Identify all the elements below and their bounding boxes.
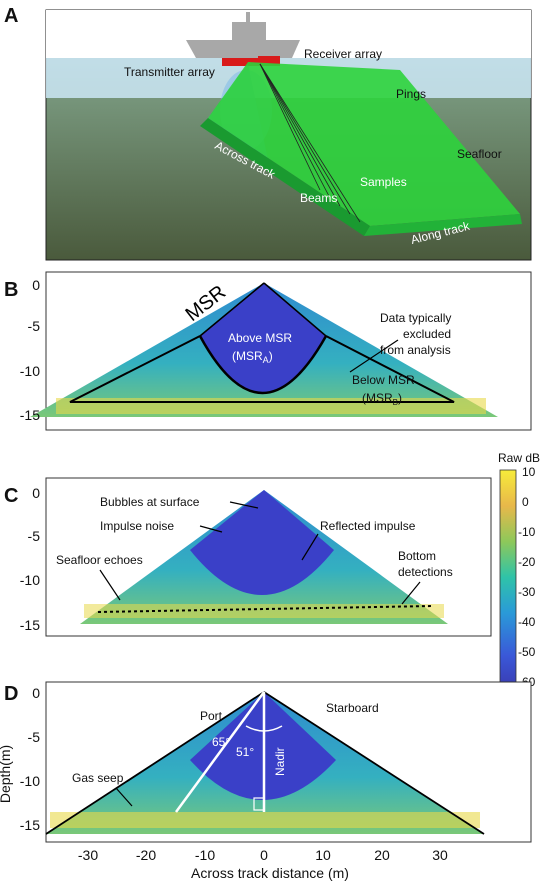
svg-text:(MSRA): (MSRA) bbox=[232, 349, 273, 365]
label-bottom-1: Bottom bbox=[398, 549, 436, 563]
panel-d: Port Starboard 65° 51° Nadir Gas seep 0 … bbox=[0, 681, 532, 881]
angle-arc bbox=[245, 725, 283, 732]
panel-b-y-ticks: 0 -5 -10 -15 bbox=[20, 277, 40, 423]
label-transmitter-array: Transmitter array bbox=[124, 65, 215, 79]
label-pings: Pings bbox=[396, 87, 426, 101]
panel-b-msr-curve bbox=[198, 335, 328, 394]
cbar-tick-2: -10 bbox=[518, 525, 536, 539]
xtick-5: 20 bbox=[374, 847, 390, 863]
label-excluded-2: excluded bbox=[403, 327, 451, 341]
x-axis-label: Across track distance (m) bbox=[191, 865, 349, 881]
beam-65-line bbox=[174, 691, 266, 813]
label-above-msr-paren: (MSR bbox=[232, 349, 263, 363]
x-ticks: -30 -20 -10 0 10 20 30 bbox=[78, 847, 448, 863]
label-51: 51° bbox=[236, 745, 254, 759]
panel-letter-a: A bbox=[4, 5, 18, 27]
label-beams: Beams bbox=[300, 191, 337, 205]
label-receiver-array: Receiver array bbox=[304, 47, 382, 61]
y-axis-label: Depth(m) bbox=[0, 745, 13, 803]
colorbar-gradient bbox=[499, 469, 517, 709]
excluded-pointer bbox=[349, 339, 399, 373]
panel-c-seafloor-band bbox=[84, 604, 444, 618]
label-nadir: Nadir bbox=[273, 747, 287, 776]
label-65: 65° bbox=[212, 735, 230, 749]
panel-letter-b: B bbox=[4, 279, 18, 301]
cbar-tick-0: 10 bbox=[522, 465, 536, 479]
xtick-3: 0 bbox=[260, 847, 268, 863]
c-ytick-2: -10 bbox=[20, 572, 40, 588]
label-above-msr: Above MSR bbox=[228, 331, 292, 345]
label-reflected: Reflected impulse bbox=[320, 519, 416, 533]
d-ytick-3: -15 bbox=[20, 817, 40, 833]
ship-hull bbox=[186, 40, 300, 58]
colorbar-title: Raw dB bbox=[498, 451, 540, 465]
xtick-0: -30 bbox=[78, 847, 98, 863]
label-below-msr-sub: B bbox=[393, 398, 398, 407]
colorbar: Raw dB 10 0 -10 -20 -30 -40 -50 -60 bbox=[498, 451, 540, 709]
label-below-msr-close: ) bbox=[398, 391, 402, 405]
label-excluded-3: from analysis bbox=[380, 343, 451, 357]
panel-d-seafloor-band bbox=[50, 812, 480, 828]
label-seafloor: Seafloor bbox=[457, 147, 502, 161]
d-ytick-0: 0 bbox=[32, 685, 40, 701]
panel-b: MSR Above MSR (MSRA) Below MSR (MSRB) Da… bbox=[20, 271, 532, 431]
label-below-msr-paren: (MSR bbox=[362, 391, 393, 405]
swath-along-edge bbox=[364, 214, 522, 236]
label-gas-seep: Gas seep bbox=[72, 771, 124, 785]
panel-letter-d: D bbox=[4, 683, 18, 705]
b-ytick-0: 0 bbox=[32, 277, 40, 293]
xtick-2: -10 bbox=[195, 847, 215, 863]
cbar-tick-1: 0 bbox=[522, 495, 529, 509]
cbar-tick-3: -20 bbox=[518, 555, 536, 569]
gas-seep-pointer bbox=[115, 787, 133, 807]
label-bottom-2: detections bbox=[398, 565, 453, 579]
cbar-tick-5: -40 bbox=[518, 615, 536, 629]
d-ytick-1: -5 bbox=[28, 729, 41, 745]
d-ytick-2: -10 bbox=[20, 773, 40, 789]
panel-d-fan-edges bbox=[45, 691, 485, 835]
label-excluded-1: Data typically bbox=[380, 311, 451, 325]
right-angle-marker bbox=[253, 797, 265, 811]
label-above-msr-close: ) bbox=[269, 349, 273, 363]
receiver-array bbox=[258, 56, 280, 66]
panel-c-water-column bbox=[190, 490, 334, 595]
label-above-msr-sub: A bbox=[263, 355, 269, 365]
b-ytick-3: -15 bbox=[20, 407, 40, 423]
label-port: Port bbox=[200, 709, 223, 723]
b-ytick-1: -5 bbox=[28, 318, 41, 334]
ship-cabin bbox=[232, 22, 266, 40]
panel-c: Bubbles at surface Impulse noise Reflect… bbox=[20, 477, 492, 637]
cbar-tick-6: -50 bbox=[518, 645, 536, 659]
c-ytick-3: -15 bbox=[20, 617, 40, 633]
svg-text:(MSRB): (MSRB) bbox=[362, 391, 402, 407]
c-ytick-0: 0 bbox=[32, 485, 40, 501]
beam-lines bbox=[259, 63, 361, 223]
colorbar-ticks: 10 0 -10 -20 -30 -40 -50 -60 bbox=[518, 465, 536, 689]
label-seafloor-echoes: Seafloor echoes bbox=[56, 553, 143, 567]
panel-letter-c: C bbox=[4, 485, 18, 507]
b-ytick-2: -10 bbox=[20, 363, 40, 379]
panel-b-seafloor-band bbox=[56, 398, 486, 414]
label-samples: Samples bbox=[360, 175, 407, 189]
label-below-msr: Below MSR bbox=[352, 373, 415, 387]
bottom-detection-line bbox=[97, 605, 433, 613]
panel-a: Receiver array Transmitter array Pings S… bbox=[45, 9, 532, 261]
panel-c-y-ticks: 0 -5 -10 -15 bbox=[20, 485, 40, 633]
transmitter-array bbox=[222, 58, 258, 66]
swath-across-edge bbox=[200, 118, 370, 236]
xtick-4: 10 bbox=[315, 847, 331, 863]
panel-d-y-ticks: 0 -5 -10 -15 bbox=[20, 685, 40, 833]
swath-top bbox=[208, 62, 520, 226]
xtick-1: -20 bbox=[136, 847, 156, 863]
cbar-tick-4: -30 bbox=[518, 585, 536, 599]
label-bubbles: Bubbles at surface bbox=[100, 495, 200, 509]
label-impulse: Impulse noise bbox=[100, 519, 174, 533]
label-starboard: Starboard bbox=[326, 701, 379, 715]
c-ytick-1: -5 bbox=[28, 528, 41, 544]
xtick-6: 30 bbox=[432, 847, 448, 863]
panel-c-pointers bbox=[99, 501, 421, 605]
ship-mast bbox=[246, 12, 250, 24]
panel-b-below-msr-outline bbox=[69, 335, 455, 403]
